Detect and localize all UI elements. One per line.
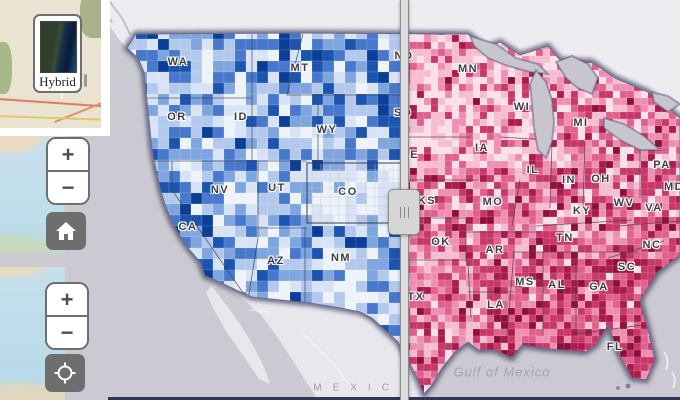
road-line [0,114,101,122]
forest-area [80,0,101,38]
divider [47,315,87,317]
basemap-gallery-item-hybrid[interactable]: Hybrid [33,14,82,93]
grip-icon [399,206,409,218]
park-area [0,42,12,94]
swipe-handle[interactable] [388,189,420,235]
gallery-scrollbar[interactable] [84,74,87,87]
hybrid-basemap-thumbnail [40,21,77,73]
zoom-out-button[interactable]: − [48,172,88,203]
zoom-control-upper: + − [46,137,90,205]
road-line [0,97,101,109]
locate-icon [54,362,76,384]
zoom-control-lower: + − [45,282,89,350]
zoom-in-button[interactable]: + [47,284,87,315]
divider [48,170,88,172]
basemap-gallery-item-label: Hybrid [39,74,76,89]
home-button[interactable] [46,212,86,250]
basemap-picker-frame: Hybrid [0,0,110,136]
zoom-out-button[interactable]: − [47,317,87,348]
zoom-in-button[interactable]: + [48,139,88,170]
locate-button[interactable] [45,354,85,392]
home-icon [56,222,76,240]
